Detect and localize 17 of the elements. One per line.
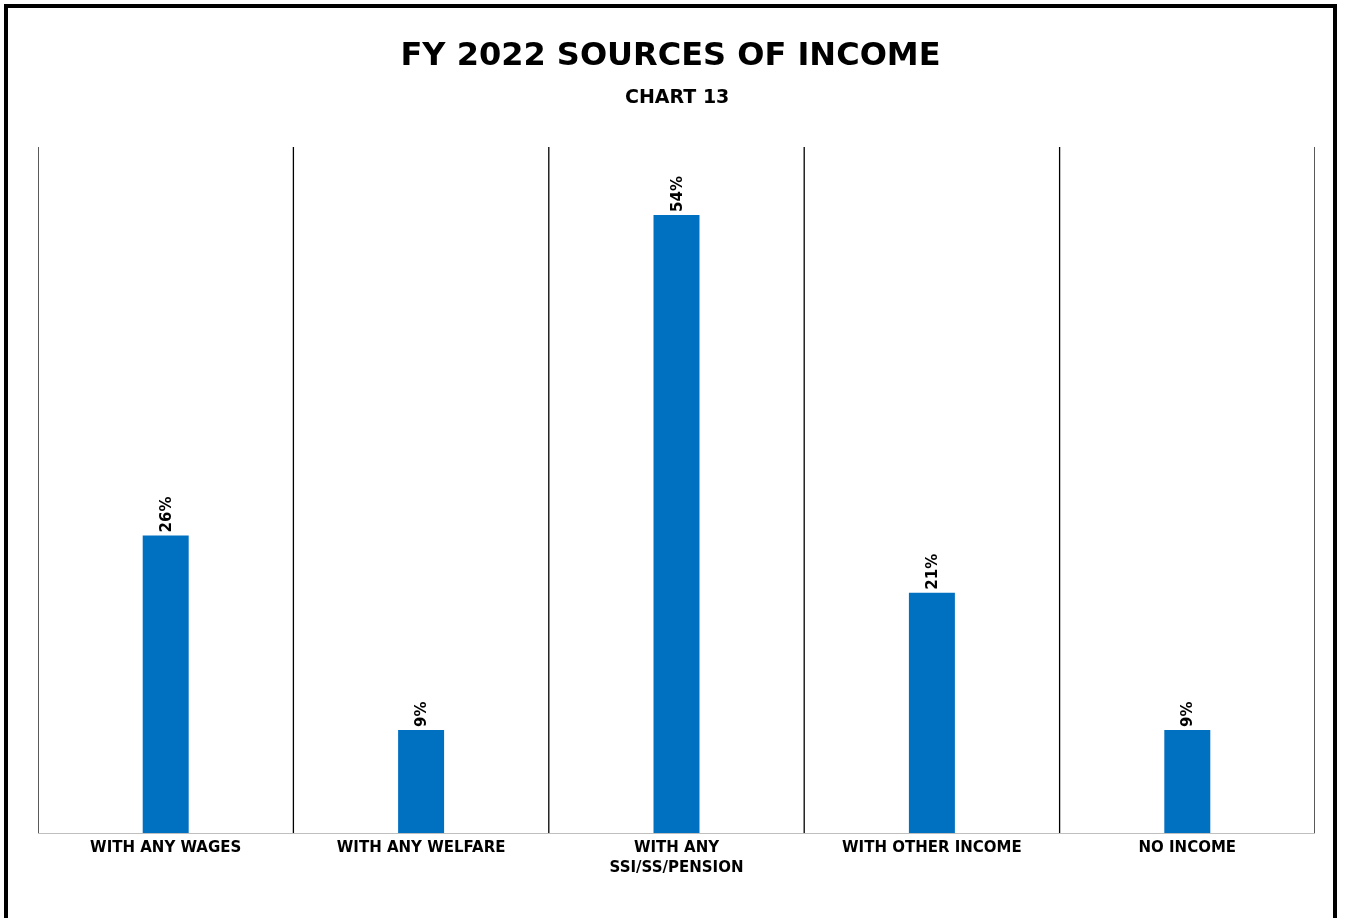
x-tick-label: WITH ANY WELFARE — [336, 838, 506, 856]
data-label: 9% — [412, 701, 431, 727]
data-label: 21% — [922, 553, 941, 590]
bar — [1164, 730, 1211, 833]
x-tick-label: WITH ANY WAGES — [90, 838, 242, 856]
x-tick-label: NO INCOME — [1138, 838, 1237, 856]
bar — [653, 214, 700, 833]
data-label: 54% — [667, 176, 686, 212]
x-tick-label: WITH OTHER INCOME — [842, 838, 1022, 856]
data-label: 26% — [156, 496, 175, 533]
bar — [908, 592, 955, 833]
bar — [142, 535, 189, 833]
x-tick-label: WITH ANY SSI/SS/PENSION — [609, 838, 744, 876]
bar — [398, 730, 445, 833]
chart-subtitle: CHART 13 — [625, 85, 730, 107]
data-label: 9% — [1178, 701, 1197, 727]
chart-title: FY 2022 SOURCES OF INCOME — [400, 34, 941, 73]
